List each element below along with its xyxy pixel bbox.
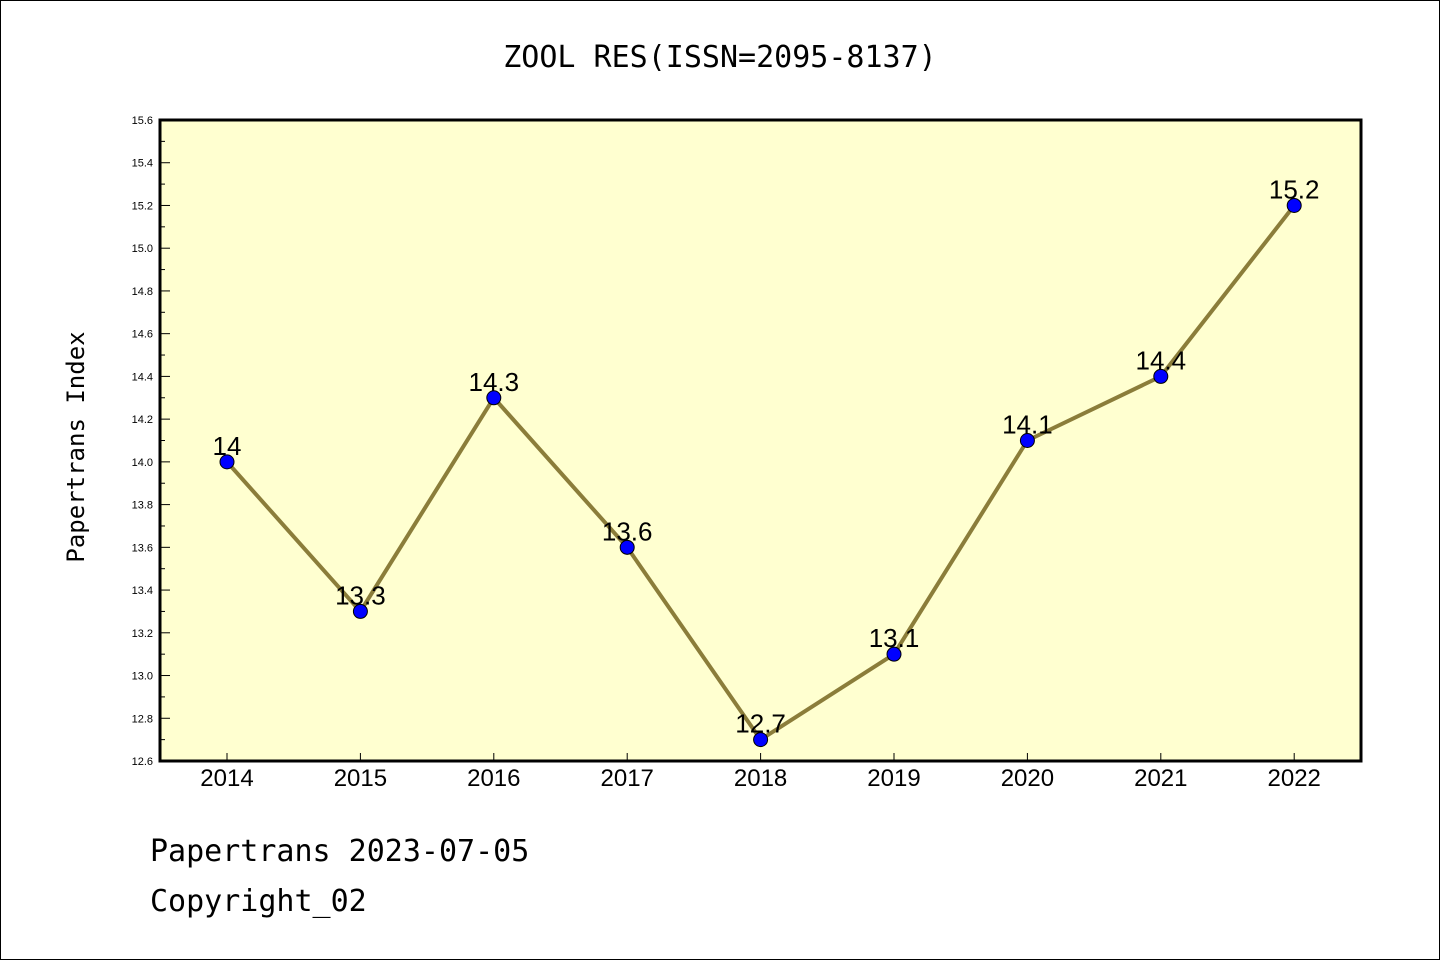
y-axis-label: Papertrans Index [62, 331, 90, 562]
y-tick-label: 12.6 [132, 756, 153, 768]
data-point [486, 390, 502, 406]
y-tick-label: 14.0 [132, 457, 153, 469]
x-tick-label: 2022 [1268, 765, 1321, 792]
data-point [886, 646, 902, 662]
data-point [219, 454, 235, 470]
data-point [352, 603, 368, 619]
data-label: 14.1 [1002, 410, 1053, 440]
plot-background [158, 118, 1363, 763]
y-axis-ticks: 12.6 12.8 13.0 13.2 13.4 13.6 13.8 14.0 14.2 14.4… [132, 115, 170, 768]
data-label: 14.3 [468, 367, 519, 397]
y-tick-label: 15.2 [132, 200, 153, 212]
data-point [1019, 433, 1035, 448]
y-tick-label: 13.8 [132, 500, 153, 512]
data-point [753, 732, 769, 748]
x-tick-label: 2019 [867, 765, 920, 792]
y-tick-label: 15.4 [132, 158, 153, 170]
data-point [1153, 368, 1169, 384]
x-axis-ticks: 2014 2015 2016 2017 2018 2019 2020 2021 2022 [200, 753, 1321, 792]
data-labels: 14 13.3 14.3 13.6 12.7 13.1 14.1 14.4 15.2 [213, 174, 1320, 738]
data-label: 13.1 [869, 623, 920, 653]
footer-date: Papertrans 2023-07-05 [150, 834, 530, 869]
data-point [1286, 197, 1302, 213]
data-label: 13.6 [602, 516, 653, 546]
x-tick-label: 2014 [200, 765, 253, 792]
x-tick-label: 2016 [467, 765, 520, 792]
y-tick-label: 15.0 [132, 243, 153, 255]
footer-copyright: Copyright_02 [150, 884, 367, 919]
y-tick-label: 14.6 [132, 329, 153, 341]
y-tick-label: 13.4 [132, 585, 153, 597]
data-label: 12.7 [735, 709, 786, 739]
x-tick-label: 2020 [1001, 765, 1054, 792]
y-tick-label: 14.4 [132, 371, 153, 383]
data-points [219, 197, 1302, 748]
y-tick-label: 13.6 [132, 542, 153, 554]
data-label: 14 [213, 431, 242, 461]
data-label: 13.3 [335, 580, 386, 610]
y-tick-label: 15.6 [132, 115, 153, 127]
y-tick-label: 12.8 [132, 713, 153, 725]
x-tick-label: 2017 [601, 765, 654, 792]
x-tick-label: 2021 [1134, 765, 1187, 792]
y-tick-label: 13.0 [132, 671, 153, 683]
y-tick-label: 14.2 [132, 414, 153, 426]
plot-area [158, 118, 1363, 763]
data-label: 15.2 [1269, 174, 1320, 204]
x-tick-label: 2018 [734, 765, 787, 792]
data-point [619, 539, 635, 555]
y-tick-label: 13.2 [132, 628, 153, 640]
y-tick-label: 14.8 [132, 286, 153, 298]
chart-title: ZOOL RES(ISSN=2095-8137) [503, 40, 936, 75]
data-label: 14.4 [1135, 345, 1186, 375]
x-tick-label: 2015 [334, 765, 387, 792]
